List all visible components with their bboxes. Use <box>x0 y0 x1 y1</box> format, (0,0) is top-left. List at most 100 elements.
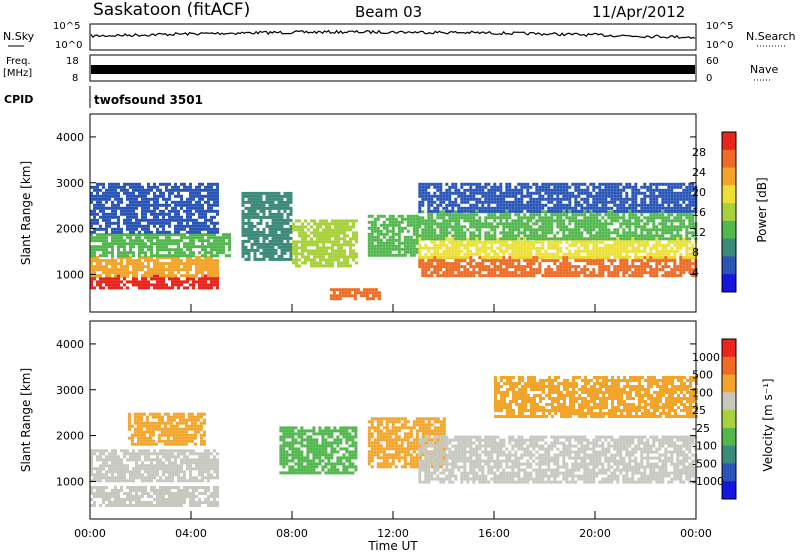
power-y-axis: 4000 3000 2000 1000 <box>56 131 696 281</box>
y-tick-label: 4000 <box>56 131 84 144</box>
x-tick-label: 08:00 <box>276 527 308 540</box>
colorbar-tick-label: 12 <box>692 226 706 239</box>
x-tick-label: 20:00 <box>579 527 611 540</box>
colorbar-tick-label: 1000 <box>692 351 720 364</box>
scatter-band-6 <box>494 376 698 418</box>
colorbar-swatch <box>722 356 736 376</box>
colorbar-tick-label: 4 <box>692 266 699 279</box>
nave-tick-bottom: 0 <box>706 73 712 84</box>
colorbar-frame <box>721 131 737 293</box>
colorbar-tick-label: 16 <box>692 206 706 219</box>
colorbar-swatch <box>722 410 736 429</box>
colorbar-swatch <box>722 149 736 169</box>
noise-panel-frame <box>89 23 697 51</box>
nsky-label: N.Sky <box>3 30 35 43</box>
cpid-value: twofsound 3501 <box>94 93 203 107</box>
scatter-band-7 <box>367 214 419 257</box>
velocity-colorbar-label: Velocity [m s⁻¹] <box>761 378 775 471</box>
freq-tick-bottom: 8 <box>72 73 78 84</box>
x-tick-label: 00:00 <box>680 527 712 540</box>
freq-tick-top: 18 <box>66 56 79 67</box>
colorbar-tick-label: 100 <box>692 386 713 399</box>
colorbar-tick-label: 8 <box>692 246 699 259</box>
nsky-tick-top: 10^5 <box>53 21 80 32</box>
colorbar-swatch <box>722 463 736 482</box>
colorbar-tick-label: 500 <box>692 369 713 382</box>
x-tick-label: 04:00 <box>175 527 207 540</box>
x-tick-label: 16:00 <box>478 527 510 540</box>
scatter-band-4 <box>241 191 293 261</box>
x-tick-label: 12:00 <box>377 527 409 540</box>
colorbar-tick-label: -100 <box>692 440 717 453</box>
power-colorbar-label: Power [dB] <box>755 177 769 242</box>
power-ylabel: Slant Range [km] <box>19 161 33 265</box>
nsky-series <box>90 29 696 39</box>
nsky-tick-bottom: 10^0 <box>55 40 82 51</box>
cpid-label: CPID <box>4 93 33 106</box>
y-tick-label: 1000 <box>56 475 84 488</box>
colorbar-swatch <box>722 392 736 411</box>
colorbar-swatch <box>722 256 736 275</box>
colorbar-swatch <box>722 374 736 393</box>
scatter-band-1 <box>90 449 219 483</box>
nsearch-label: N.Search <box>746 30 796 43</box>
colorbar-tick-label: 24 <box>692 166 706 179</box>
y-tick-label: 3000 <box>56 384 84 397</box>
power-heatmap <box>90 182 698 301</box>
colorbar-swatch <box>722 339 736 358</box>
nave-tick-top: 60 <box>706 56 719 67</box>
date-title: 11/Apr/2012 <box>592 3 685 21</box>
y-tick-label: 2000 <box>56 223 84 236</box>
y-tick-label: 3000 <box>56 177 84 190</box>
power-colorbar: 28 24 20 16 12 8 4 <box>692 131 737 293</box>
nave-label: Nave <box>750 63 778 76</box>
colorbar-swatch <box>722 427 736 447</box>
scatter-band-5 <box>292 219 358 268</box>
colorbar-tick-label: 25 <box>692 404 706 417</box>
station-title: Saskatoon (fitACF) <box>93 0 250 20</box>
velocity-ylabel: Slant Range [km] <box>19 368 33 472</box>
colorbar-swatch <box>722 132 736 151</box>
colorbar-swatch <box>722 220 736 240</box>
colorbar-tick-label: -500 <box>692 457 717 470</box>
colorbar-swatch <box>722 445 736 464</box>
nsearch-tick-bottom: 10^0 <box>706 40 733 51</box>
scatter-band-1 <box>90 256 219 278</box>
freq-unit: [MHz] <box>3 68 32 79</box>
scatter-band-8 <box>418 256 698 278</box>
colorbar-tick-label: -1000 <box>692 475 724 488</box>
scatter-band-11 <box>418 182 698 213</box>
colorbar-swatch <box>722 167 736 186</box>
colorbar-swatch <box>722 185 736 204</box>
freq-label: Freq. <box>6 56 31 67</box>
scatter-band-5 <box>418 435 698 484</box>
velocity-heatmap <box>90 376 698 507</box>
freq-series <box>91 65 695 74</box>
scatter-band-9 <box>418 237 698 259</box>
colorbar-frame <box>721 338 737 500</box>
colorbar-swatch <box>722 481 736 500</box>
colorbar-swatch <box>722 238 736 257</box>
y-tick-label: 4000 <box>56 338 84 351</box>
x-axis-label: Time UT <box>367 539 418 553</box>
scatter-band-0 <box>90 486 219 507</box>
colorbar-tick-label: -25 <box>692 422 710 435</box>
colorbar-swatch <box>722 274 736 293</box>
nsearch-tick-top: 10^5 <box>706 21 733 32</box>
colorbar-tick-label: 28 <box>692 146 706 159</box>
y-tick-label: 1000 <box>56 268 84 281</box>
scatter-band-2 <box>127 412 206 446</box>
scatter-band-3 <box>279 426 358 475</box>
colorbar-tick-label: 20 <box>692 186 706 199</box>
freq-panel-frame <box>89 54 697 82</box>
scatter-band-6 <box>329 288 381 301</box>
colorbar-swatch <box>722 203 736 222</box>
velocity-y-axis: 4000 3000 2000 1000 <box>56 338 696 488</box>
y-tick-label: 2000 <box>56 430 84 443</box>
x-tick-label: 00:00 <box>74 527 106 540</box>
scatter-band-3 <box>90 182 219 234</box>
time-x-axis: 00:00 04:00 08:00 12:00 16:00 20:00 00:00 <box>74 304 712 540</box>
beam-title: Beam 03 <box>355 3 422 21</box>
scatter-band-2 <box>90 233 231 258</box>
